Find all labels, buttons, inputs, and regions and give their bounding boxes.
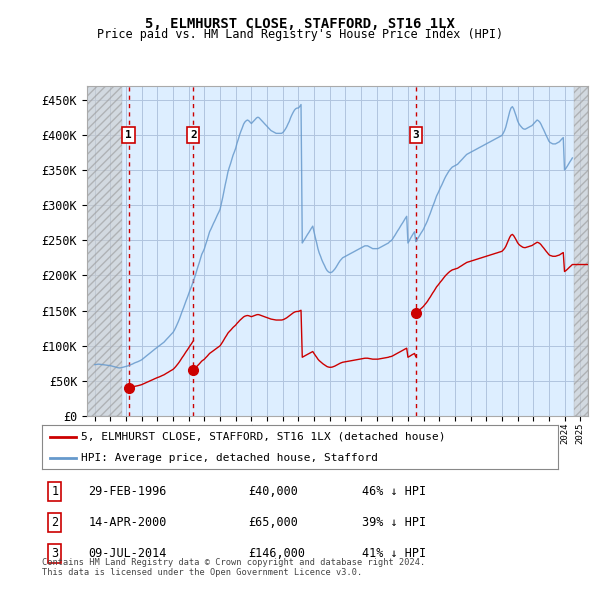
- Text: HPI: Average price, detached house, Stafford: HPI: Average price, detached house, Staf…: [80, 453, 378, 463]
- Text: Price paid vs. HM Land Registry's House Price Index (HPI): Price paid vs. HM Land Registry's House …: [97, 28, 503, 41]
- Text: £40,000: £40,000: [248, 486, 298, 499]
- Text: Contains HM Land Registry data © Crown copyright and database right 2024.
This d: Contains HM Land Registry data © Crown c…: [42, 558, 425, 577]
- Bar: [87, 86, 122, 416]
- Bar: [574, 86, 588, 416]
- Text: 5, ELMHURST CLOSE, STAFFORD, ST16 1LX: 5, ELMHURST CLOSE, STAFFORD, ST16 1LX: [145, 17, 455, 31]
- Text: 39% ↓ HPI: 39% ↓ HPI: [362, 516, 426, 529]
- Text: £65,000: £65,000: [248, 516, 298, 529]
- Text: 5, ELMHURST CLOSE, STAFFORD, ST16 1LX (detached house): 5, ELMHURST CLOSE, STAFFORD, ST16 1LX (d…: [80, 432, 445, 442]
- Text: 1: 1: [125, 130, 132, 140]
- Text: 3: 3: [413, 130, 419, 140]
- Text: 3: 3: [52, 547, 58, 560]
- Text: £146,000: £146,000: [248, 547, 305, 560]
- Text: 2: 2: [190, 130, 197, 140]
- Text: 09-JUL-2014: 09-JUL-2014: [88, 547, 167, 560]
- Text: 2: 2: [52, 516, 58, 529]
- Text: 46% ↓ HPI: 46% ↓ HPI: [362, 486, 426, 499]
- Text: 41% ↓ HPI: 41% ↓ HPI: [362, 547, 426, 560]
- Text: 14-APR-2000: 14-APR-2000: [88, 516, 167, 529]
- Text: 29-FEB-1996: 29-FEB-1996: [88, 486, 167, 499]
- Text: 1: 1: [52, 486, 58, 499]
